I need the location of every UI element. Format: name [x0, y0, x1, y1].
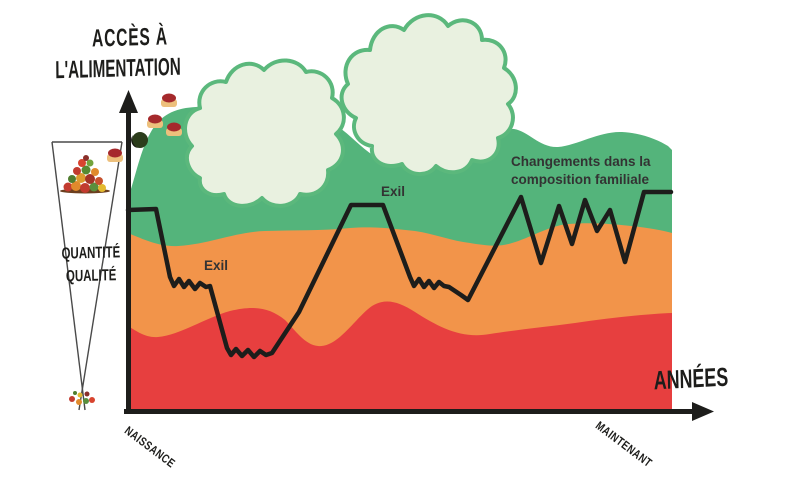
annotation-family-changes: Changements dans la composition familial… [511, 153, 651, 188]
annotation-family-line2: composition familiale [511, 171, 650, 187]
annotation-exil-2: Exil [381, 184, 406, 199]
band-red-low-access [128, 301, 672, 410]
fruits-vegetables-icon [60, 155, 110, 194]
funnel-label: QUANTITÉ QUALITÉ [44, 240, 138, 288]
annotation-family-line1: Changements dans la [511, 154, 651, 169]
funnel-label-quality: QUALITÉ [65, 265, 117, 286]
y-axis [119, 90, 138, 413]
annotation-exil-1: Exil [204, 258, 229, 273]
cloud-right [339, 13, 518, 176]
funnel-label-quantity: QUANTITÉ [61, 242, 121, 263]
access-trajectory-line [125, 189, 674, 360]
y-axis-arrowhead [119, 90, 138, 113]
x-axis [124, 402, 714, 421]
x-axis-arrowhead [692, 402, 714, 421]
pastry-icon [161, 93, 177, 107]
x-axis-title: ANNÉES [653, 363, 729, 396]
pastry-icon [107, 148, 123, 162]
cloud-left [183, 58, 346, 208]
quantity-quality-funnel [51, 141, 123, 411]
dark-berry-icon [131, 132, 148, 148]
small-produce-icon [69, 391, 95, 405]
pastry-icon [166, 122, 182, 136]
pastry-icon [147, 114, 163, 128]
